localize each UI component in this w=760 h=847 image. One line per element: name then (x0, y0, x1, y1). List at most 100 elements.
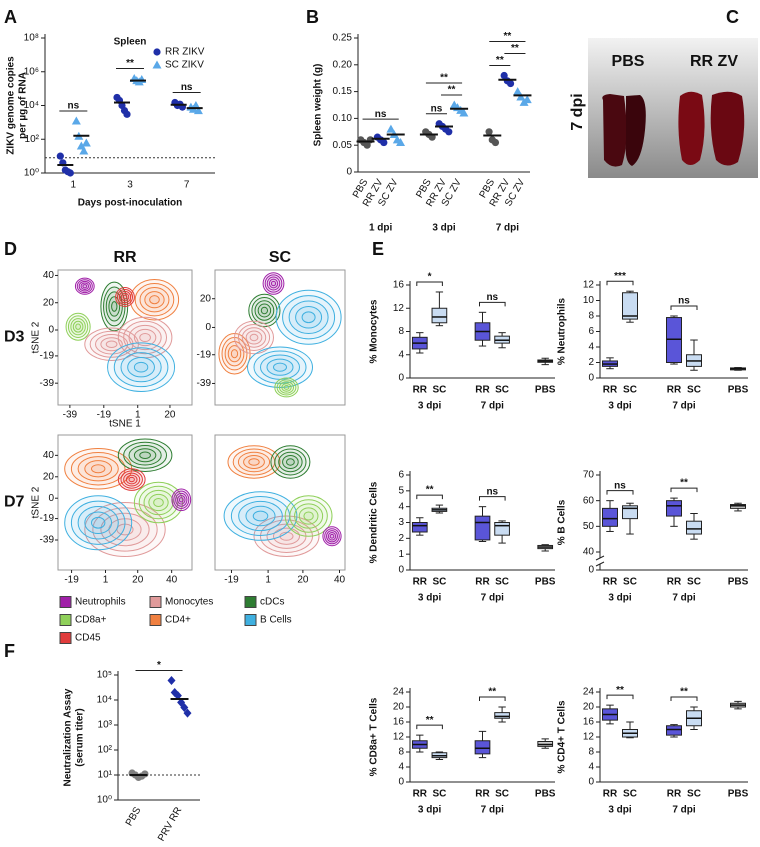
cluster-contour (77, 506, 119, 540)
y-axis-label: ZIKV genome copies (6, 56, 17, 155)
data-point (506, 79, 515, 88)
axis-break (595, 555, 605, 561)
bracket (416, 494, 443, 500)
cluster-contour (252, 510, 269, 522)
y-axis-label: Spleen weight (g) (313, 64, 324, 147)
y-tick-label: 10² (25, 134, 40, 145)
data-point (386, 124, 396, 133)
cluster-contour (70, 452, 126, 486)
box (666, 725, 682, 736)
y-axis-label: Neutralization Assay (63, 688, 74, 786)
data-point (380, 138, 388, 147)
cluster-contour (72, 320, 84, 333)
y-tick-label: 12 (393, 303, 405, 314)
cluster-contour (262, 272, 285, 295)
box (431, 307, 448, 324)
cluster-contour (281, 383, 292, 392)
significance: ** (426, 485, 434, 496)
cluster-contour (127, 356, 155, 378)
cluster-contour (120, 352, 162, 383)
y-tick-label: 4 (398, 349, 404, 360)
cluster-contour (237, 324, 271, 351)
significance: ns (486, 292, 498, 303)
x-tick-label: PRV RR (156, 805, 184, 843)
cluster-contour (84, 502, 166, 557)
data-point (445, 128, 453, 136)
x-tick-label: -19 (97, 410, 112, 421)
significance: ** (488, 687, 496, 698)
y-tick-label: 2 (588, 357, 594, 368)
significance: ns (486, 486, 498, 497)
y-tick-label: 4 (588, 342, 594, 353)
cluster-contour (282, 295, 336, 340)
data-point (396, 138, 406, 147)
box (494, 712, 510, 719)
y-tick-label: 24 (393, 687, 405, 698)
significance: ** (426, 715, 434, 726)
y-tick-label: -39 (197, 378, 212, 389)
box (666, 317, 682, 363)
spleen (678, 91, 705, 165)
significance: ns (678, 296, 690, 307)
cluster-contour (238, 500, 283, 532)
cluster-contour (283, 385, 290, 390)
y-tick-label: 10⁸ (24, 33, 39, 44)
legend-label: CD4+ (165, 615, 191, 626)
y-tick-label: 0.10 (333, 113, 353, 124)
x-tick-label: RR (667, 577, 682, 588)
photo-label: RR ZV (690, 53, 738, 70)
legend-label: CD8a+ (75, 615, 107, 626)
cluster-contour (274, 448, 307, 476)
cluster-contour (107, 342, 176, 393)
x-tick-label: 3 (127, 180, 133, 191)
significance: * (157, 660, 161, 671)
cluster-contour (117, 438, 173, 472)
cluster-contour (77, 456, 119, 482)
box (622, 292, 638, 320)
y-tick-label: 10⁶ (24, 66, 39, 77)
cluster-contour (223, 491, 298, 541)
column-label: SC (269, 249, 292, 266)
y-tick-label: 6 (588, 326, 594, 337)
group-label: 7 dpi (496, 223, 520, 234)
data-point (491, 138, 500, 147)
cluster-contour (171, 488, 192, 512)
cluster-contour (298, 507, 319, 525)
cluster-contour (91, 464, 106, 474)
data-point (167, 676, 176, 686)
y-tick-label: 10³ (98, 720, 113, 731)
significance: ns (181, 82, 193, 93)
significance: ns (614, 480, 626, 491)
cluster-contour (248, 293, 281, 328)
box (474, 740, 491, 755)
column-label: RR (113, 249, 137, 266)
spleen (602, 94, 627, 167)
cluster-contour (266, 358, 294, 376)
data-point (513, 87, 523, 96)
significance: ns (431, 103, 443, 114)
group-label: 7 dpi (481, 401, 505, 412)
y-tick-label: 20 (583, 702, 595, 713)
y-tick-label: 0.25 (333, 33, 353, 44)
x-tick-label: -19 (64, 575, 79, 586)
box (494, 522, 510, 536)
bracket (479, 301, 506, 307)
cluster-contour (149, 295, 160, 305)
x-tick-label: PBS (728, 385, 749, 396)
cluster-contour (84, 327, 139, 361)
x-tick-label: RR (667, 789, 682, 800)
x-tick-label: RR (475, 577, 490, 588)
panel-label: D (4, 239, 17, 259)
cluster-contour (178, 497, 184, 503)
cluster-contour (111, 301, 118, 312)
group-label: 3 dpi (418, 401, 442, 412)
y-tick-label: 10¹ (98, 770, 113, 781)
spleen (710, 91, 745, 166)
cluster-contour (270, 280, 277, 287)
cluster-contour (134, 283, 175, 317)
y-tick-label: 10² (98, 745, 113, 756)
cluster-contour (274, 377, 299, 398)
significance: ** (448, 85, 456, 96)
